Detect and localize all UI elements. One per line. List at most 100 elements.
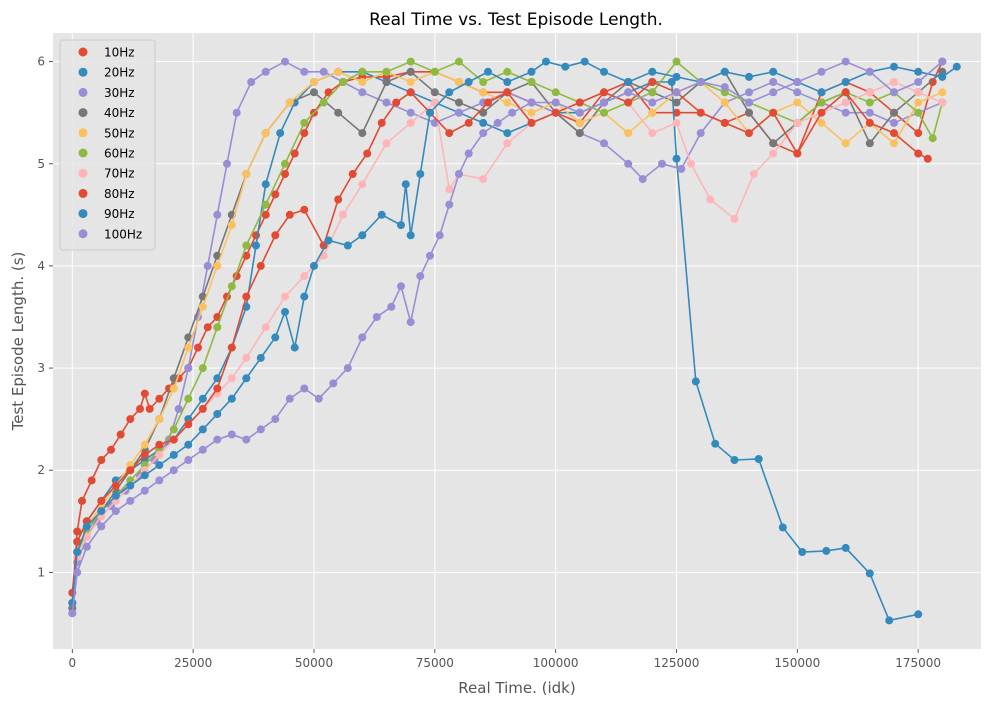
data-point xyxy=(300,129,309,138)
data-point xyxy=(319,67,328,76)
x-tick-label: 175000 xyxy=(895,656,941,670)
data-point xyxy=(527,78,536,86)
data-point xyxy=(227,343,236,352)
data-point xyxy=(213,261,222,270)
x-tick-label: 25000 xyxy=(174,656,212,670)
x-tick-label: 125000 xyxy=(654,656,700,670)
data-point xyxy=(503,88,512,97)
data-point xyxy=(242,353,251,362)
data-point xyxy=(648,98,657,107)
data-point xyxy=(720,118,729,127)
data-point xyxy=(672,154,681,163)
data-point xyxy=(285,98,294,107)
data-point xyxy=(184,420,193,429)
x-axis-label: Real Time. (idk) xyxy=(458,679,575,697)
data-point xyxy=(551,88,560,97)
data-point xyxy=(445,129,454,138)
data-point xyxy=(198,302,207,311)
data-point xyxy=(387,302,396,311)
data-point xyxy=(406,78,415,86)
legend-entry: 80Hz xyxy=(104,187,135,201)
data-point xyxy=(111,507,120,516)
series-line xyxy=(71,71,919,622)
data-point xyxy=(198,404,207,413)
data-point xyxy=(455,170,463,178)
series-layer xyxy=(68,57,961,625)
data-point xyxy=(865,139,874,148)
data-point xyxy=(261,180,270,189)
data-point xyxy=(730,456,739,464)
data-point xyxy=(281,159,289,168)
data-point xyxy=(271,231,280,240)
data-point xyxy=(169,435,178,444)
data-point xyxy=(358,67,367,76)
data-point xyxy=(479,88,488,97)
data-point xyxy=(401,180,410,189)
data-point xyxy=(551,108,560,117)
data-point xyxy=(841,108,850,117)
data-point xyxy=(223,159,231,168)
x-tick-label: 150000 xyxy=(774,656,820,670)
data-point xyxy=(406,67,415,76)
data-point xyxy=(503,98,512,107)
data-point xyxy=(455,78,463,86)
data-point xyxy=(479,118,488,127)
data-point xyxy=(455,57,463,66)
data-point xyxy=(334,195,343,204)
data-point xyxy=(227,394,236,403)
data-point xyxy=(575,118,584,127)
data-point xyxy=(97,496,106,505)
data-point xyxy=(310,261,318,270)
data-point xyxy=(397,282,405,291)
data-point xyxy=(817,118,826,127)
data-point xyxy=(300,292,309,301)
data-point xyxy=(720,98,729,107)
data-point xyxy=(406,318,415,327)
data-point xyxy=(769,149,778,158)
legend-entry: 70Hz xyxy=(104,167,135,181)
data-point xyxy=(358,129,367,138)
data-point xyxy=(377,118,386,127)
data-point xyxy=(938,57,947,66)
data-point xyxy=(928,78,937,86)
data-point xyxy=(126,466,135,475)
data-point xyxy=(648,129,657,138)
data-point xyxy=(372,313,381,321)
data-point xyxy=(914,88,923,97)
legend-entry: 90Hz xyxy=(104,207,135,221)
data-point xyxy=(575,129,584,138)
data-point xyxy=(406,108,415,117)
data-point xyxy=(527,67,536,76)
x-tick-label: 50000 xyxy=(295,656,333,670)
data-point xyxy=(923,154,932,163)
data-point xyxy=(624,159,633,168)
data-point xyxy=(213,313,222,321)
data-point xyxy=(136,404,144,413)
data-point xyxy=(865,108,874,117)
data-point xyxy=(769,139,778,148)
data-point xyxy=(256,425,265,434)
data-point xyxy=(455,98,463,107)
data-point xyxy=(213,410,222,418)
data-point xyxy=(358,333,367,342)
data-point xyxy=(155,394,164,403)
data-point xyxy=(841,57,850,66)
data-point xyxy=(213,323,222,332)
legend-entry: 60Hz xyxy=(104,147,135,161)
data-point xyxy=(281,292,289,301)
data-point xyxy=(890,88,898,97)
data-point xyxy=(503,129,512,138)
data-point xyxy=(696,129,705,138)
data-point xyxy=(198,292,207,301)
data-point xyxy=(382,98,391,107)
data-point xyxy=(778,523,787,532)
data-point xyxy=(82,542,91,551)
data-point xyxy=(382,139,391,148)
data-point xyxy=(276,129,285,138)
data-point xyxy=(841,543,850,552)
legend-marker xyxy=(78,87,88,97)
legend-marker xyxy=(78,168,88,178)
legend-marker xyxy=(78,188,88,198)
data-point xyxy=(798,548,807,556)
